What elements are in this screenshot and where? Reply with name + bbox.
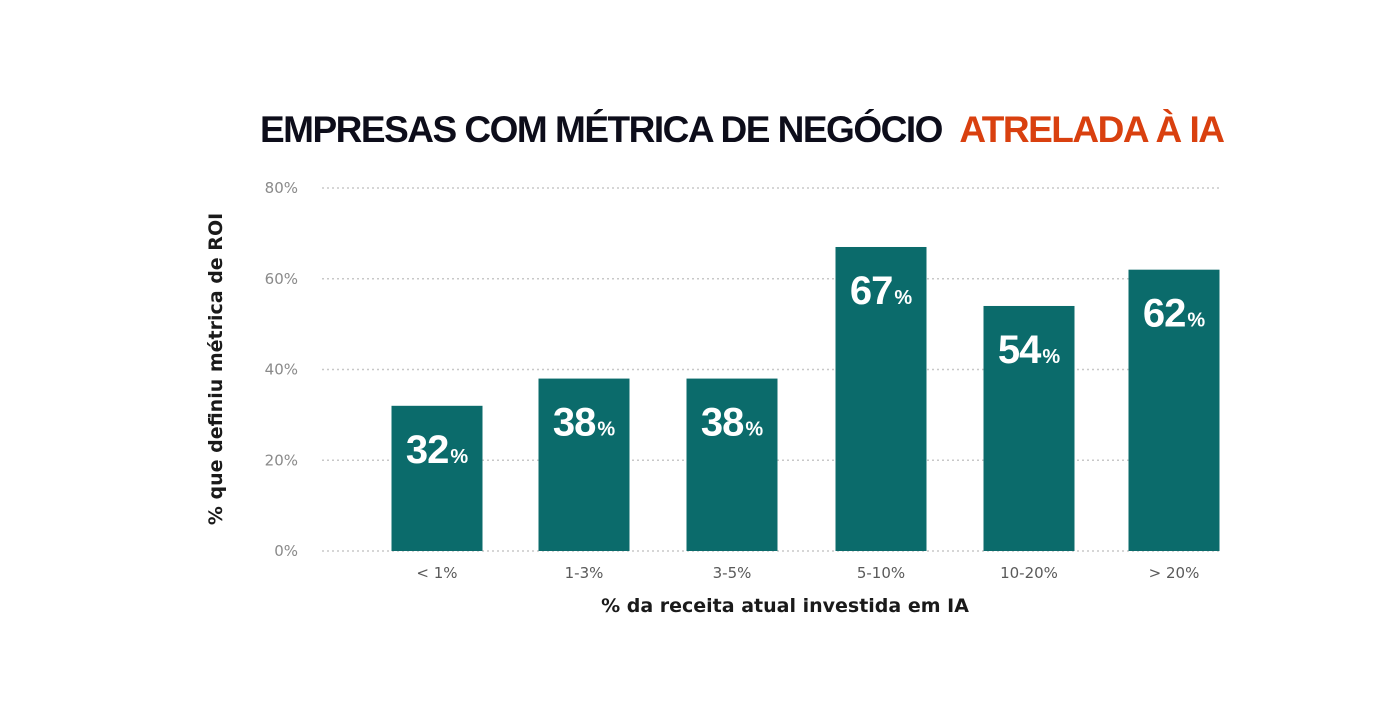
bar-value-label: 32% [406, 428, 469, 472]
bar [835, 246, 927, 552]
bar-value-suffix: % [745, 419, 763, 441]
x-tick-label: > 20% [1149, 564, 1200, 582]
bar-value-label: 38% [701, 401, 764, 445]
x-tick-label: 1-3% [565, 564, 604, 582]
bar-value-number: 62 [1143, 292, 1186, 336]
x-tick-label: 10-20% [1000, 564, 1058, 582]
bar [391, 405, 483, 551]
chart-title-main: EMPRESAS COM MÉTRICA DE NEGÓCIO [260, 108, 943, 150]
bar-value-suffix: % [1187, 310, 1205, 332]
bar-value-suffix: % [450, 446, 468, 468]
bar-value-number: 38 [701, 401, 744, 445]
x-axis-ticks: < 1% 1-3% 3-5% 5-10% 10-20% > 20% [416, 564, 1199, 582]
y-tick-label: 40% [265, 361, 298, 379]
bar-value-number: 32 [406, 428, 449, 472]
y-tick-label: 20% [265, 451, 298, 469]
x-axis-title: % da receita atual investida em IA [601, 595, 969, 617]
bar [983, 305, 1075, 551]
bar-value-number: 67 [850, 269, 893, 313]
bar-value-suffix: % [597, 419, 615, 441]
y-tick-label: 80% [265, 179, 298, 197]
y-tick-label: 60% [265, 270, 298, 288]
x-tick-label: 5-10% [857, 564, 905, 582]
bar [1128, 269, 1220, 551]
chart-title-highlight: ATRELADA À IA [959, 109, 1224, 150]
y-axis-title: % que definiu métrica de ROI [205, 213, 227, 525]
x-tick-label: < 1% [416, 564, 457, 582]
bar-value-label: 38% [553, 401, 616, 445]
y-axis-ticks: 0% 20% 40% 60% 80% [265, 179, 298, 560]
bar-value-suffix: % [1042, 346, 1060, 368]
bar-value-label: 62% [1143, 292, 1206, 336]
bar [538, 378, 630, 551]
chart-title: EMPRESAS COM MÉTRICA DE NEGÓCIO ATRELADA… [260, 108, 1224, 150]
bar [686, 378, 778, 551]
y-tick-label: 0% [274, 542, 298, 560]
bars: 32 %38% 38 %67 %54 %62% [391, 246, 1220, 552]
x-tick-label: 3-5% [713, 564, 752, 582]
bar-value-number: 38 [553, 401, 596, 445]
bar-value-suffix: % [894, 287, 912, 309]
bar-value-label: 54% [998, 328, 1061, 372]
bar-value-label: 67% [850, 269, 913, 313]
bar-value-number: 54 [998, 328, 1042, 372]
